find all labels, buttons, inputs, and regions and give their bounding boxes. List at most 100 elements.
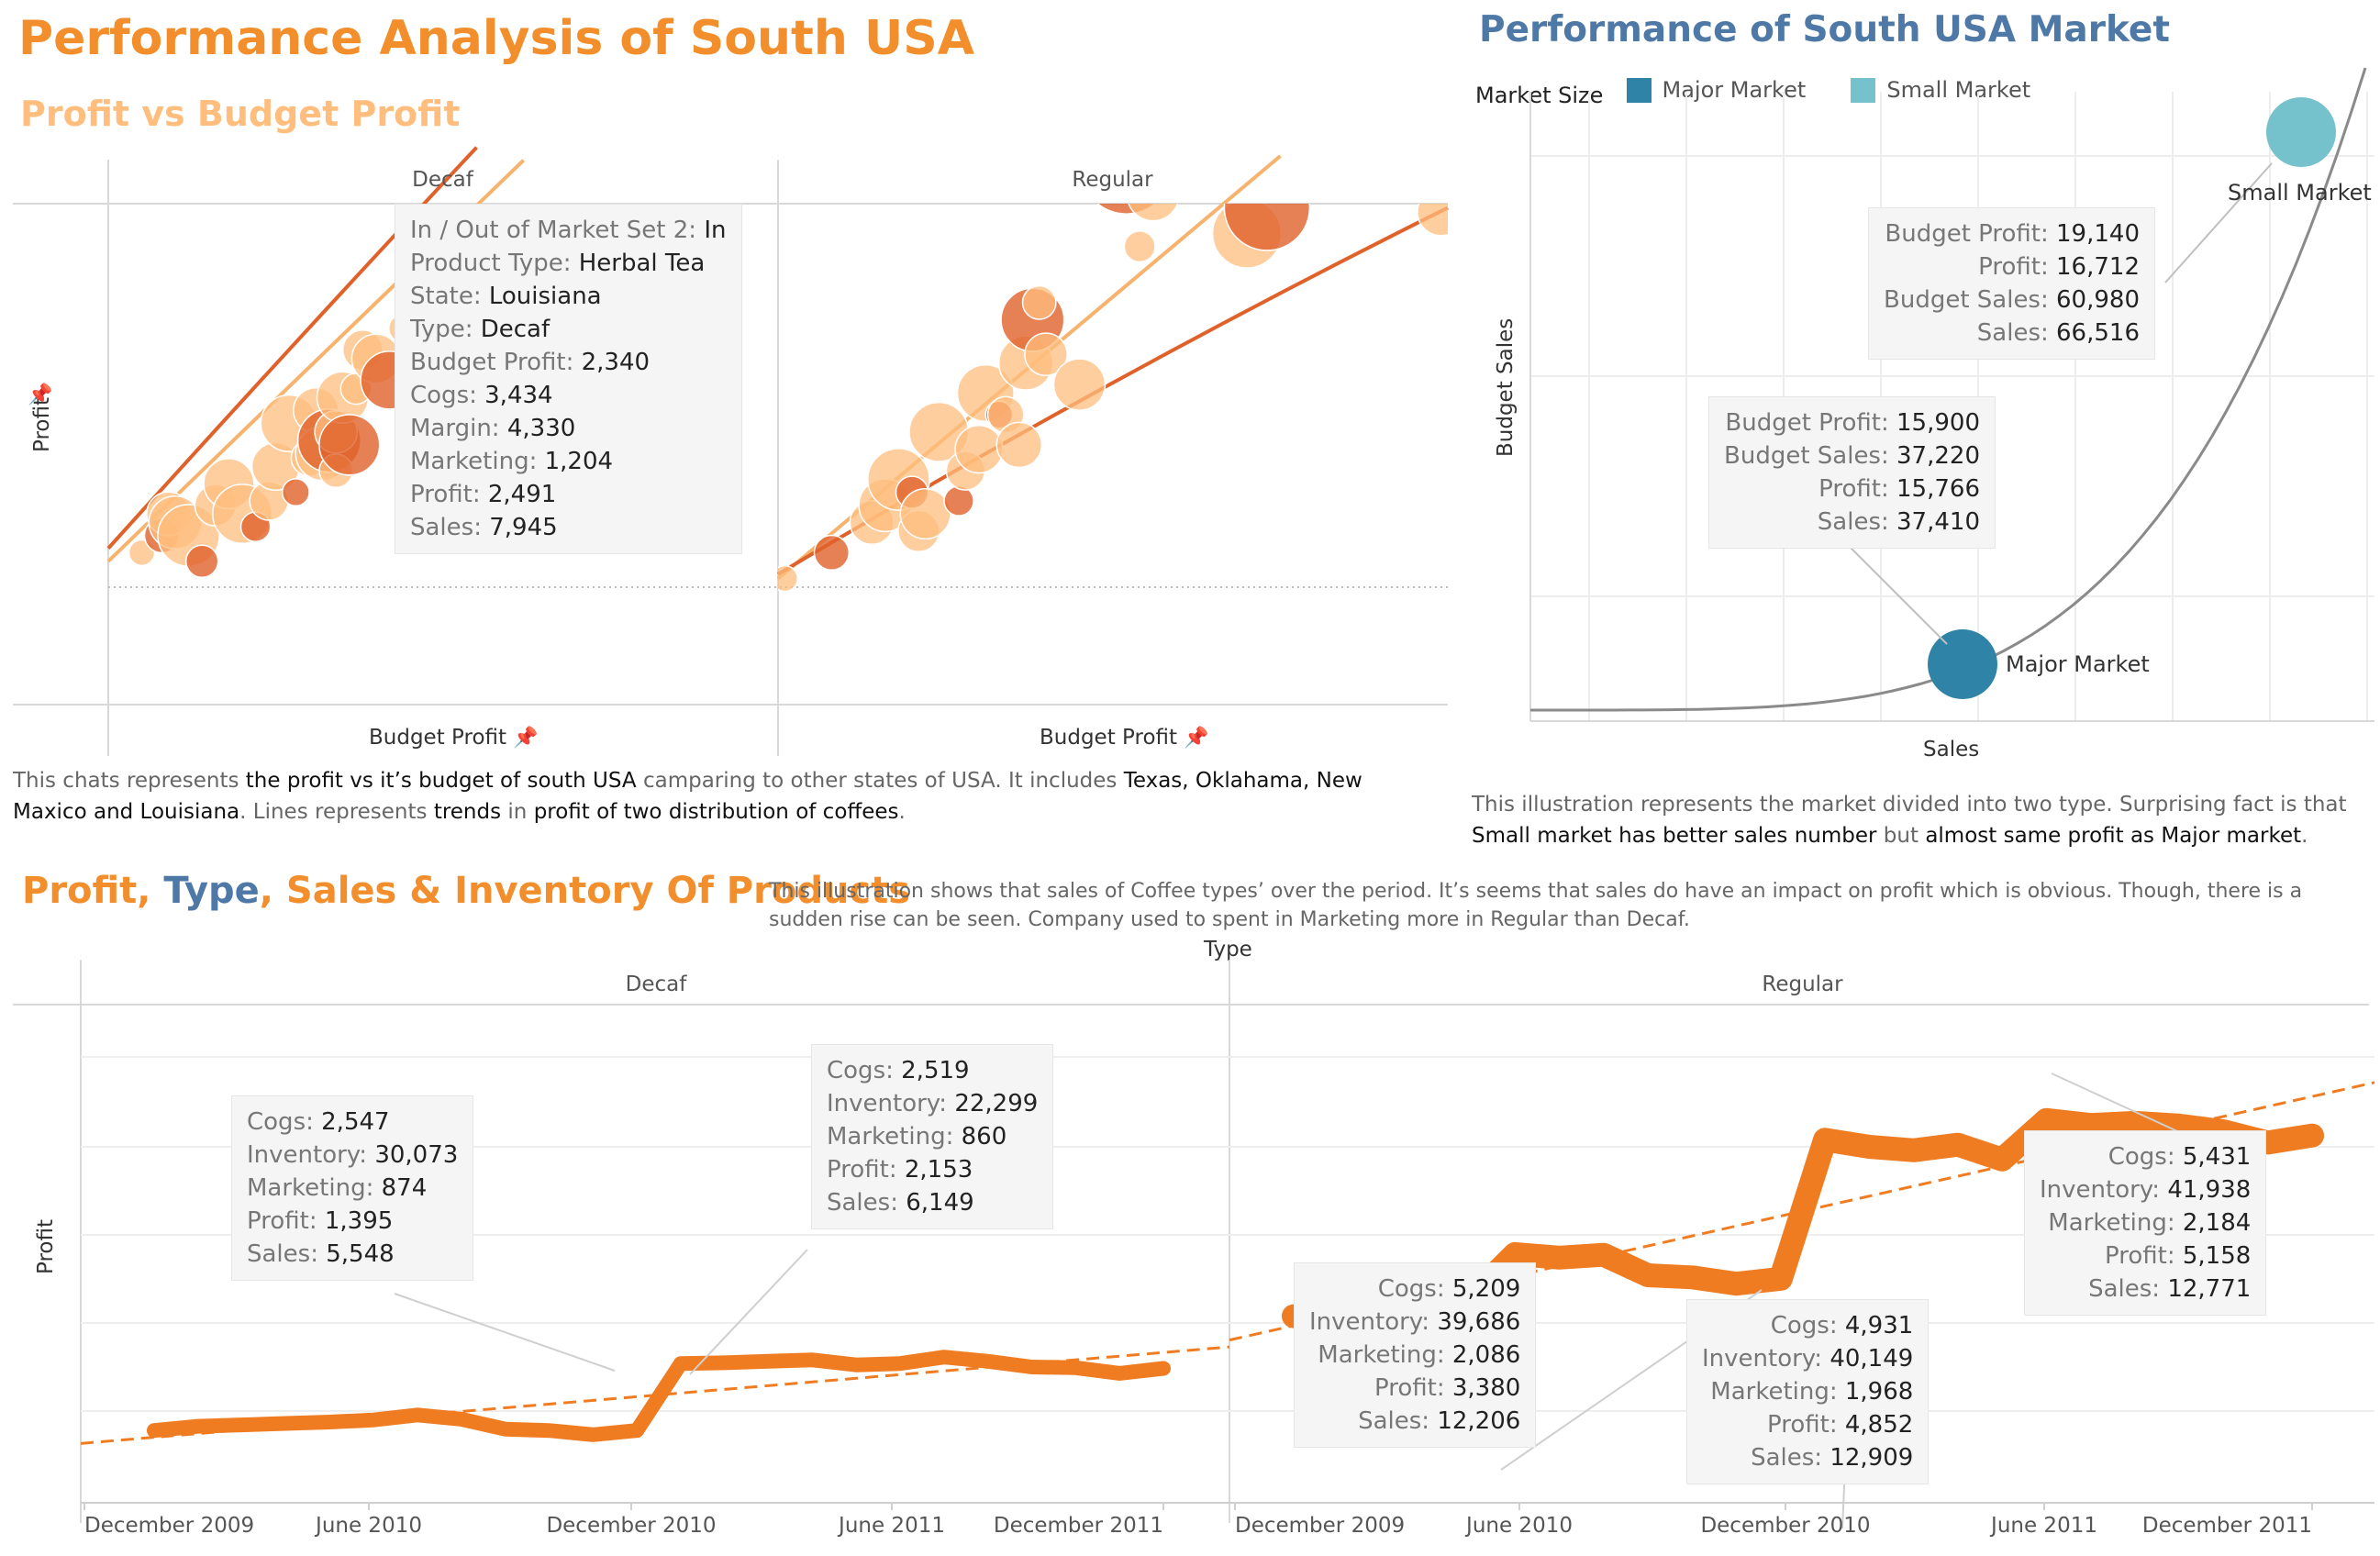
trend-line-dark bbox=[106, 146, 478, 550]
scatter-description: This chats represents the profit vs it’s… bbox=[13, 765, 1426, 828]
tooltip-value: 16,712 bbox=[2056, 253, 2140, 281]
line-tooltip-regular-1: Cogs: 5,209 Inventory: 39,686 Marketing: 2… bbox=[1294, 1262, 1537, 1448]
tooltip-row: Marketing: 1,204 bbox=[410, 445, 727, 478]
tooltip-value: 5,158 bbox=[2182, 1242, 2252, 1270]
tooltip-value: 2,519 bbox=[901, 1057, 970, 1084]
type-header: Type bbox=[1204, 938, 1252, 961]
series-decaf bbox=[128, 313, 419, 579]
title-fragment: Profit bbox=[22, 870, 138, 912]
tooltip-label: Marketing: bbox=[1710, 1378, 1838, 1406]
tooltip-row: Marketing: 874 bbox=[247, 1172, 458, 1205]
legend-item-small[interactable]: Small Market bbox=[1851, 77, 2030, 103]
tooltip-row: Product Type: Herbal Tea bbox=[410, 247, 727, 280]
x-tick-label: December 2010 bbox=[546, 1514, 716, 1538]
tooltip-row: In / Out of Market Set 2: In bbox=[410, 214, 727, 247]
tooltip-label: Sales: bbox=[410, 514, 482, 541]
scatter-panel-header-decaf: Decaf bbox=[412, 168, 473, 192]
tooltip-label: Marketing: bbox=[247, 1174, 374, 1202]
scatter-point bbox=[1223, 204, 1311, 251]
x-axis-title-text: Budget Profit bbox=[369, 726, 507, 750]
description-fragment: in bbox=[501, 800, 534, 824]
tooltip-row: Type: Decaf bbox=[410, 313, 727, 346]
tooltip-value: 4,931 bbox=[1844, 1312, 1914, 1339]
scatter-y-axis-title-wrap: Profit 📌 bbox=[24, 383, 61, 459]
market-point-major bbox=[1928, 629, 1997, 699]
x-tick-label: December 2010 bbox=[1700, 1514, 1870, 1538]
tooltip-row: Sales: 12,206 bbox=[1309, 1405, 1520, 1438]
tooltip-row: Profit: 2,153 bbox=[827, 1153, 1038, 1186]
tooltip-label: Inventory: bbox=[1702, 1345, 1823, 1373]
tooltip-label: Profit: bbox=[247, 1207, 317, 1235]
x-tick-label: June 2011 bbox=[1989, 1514, 2097, 1538]
pin-icon[interactable]: 📌 bbox=[1184, 727, 1209, 750]
tooltip-row: Budget Profit: 19,140 bbox=[1884, 217, 2140, 250]
line-panel-header-regular: Regular bbox=[1762, 972, 1843, 996]
pin-icon[interactable]: 📌 bbox=[513, 727, 539, 750]
description-fragment: Small market has better sales number bbox=[1472, 824, 1877, 848]
description-fragment: camparing to other states of USA. It inc… bbox=[636, 769, 1124, 793]
scatter-point bbox=[1024, 332, 1068, 377]
tooltip-value: 5,209 bbox=[1451, 1275, 1521, 1303]
tooltip-label: Sales: bbox=[1817, 508, 1889, 536]
tooltip-value: 60,980 bbox=[2056, 286, 2140, 314]
description-fragment: trends bbox=[433, 800, 502, 824]
tooltip-label: Budget Profit: bbox=[410, 349, 574, 376]
x-axis-title-text: Budget Profit bbox=[1040, 726, 1178, 750]
tooltip-label: Sales: bbox=[1976, 319, 2049, 347]
tooltip-label: Budget Sales: bbox=[1884, 286, 2049, 314]
profit-vs-budget-scatter[interactable] bbox=[0, 146, 1459, 771]
legend-label-small: Small Market bbox=[1886, 77, 2031, 103]
tooltip-value: 2,491 bbox=[487, 481, 557, 508]
title-fragment: , bbox=[137, 870, 164, 912]
tooltip-value: 4,852 bbox=[1844, 1411, 1914, 1439]
tooltip-row: Marketing: 860 bbox=[827, 1120, 1038, 1153]
tooltip-value: 12,771 bbox=[2167, 1275, 2252, 1303]
tooltip-label: Product Type: bbox=[410, 250, 572, 277]
scatter-tooltip: In / Out of Market Set 2: In Product Type… bbox=[395, 204, 742, 554]
tooltip-label: Marketing: bbox=[2048, 1209, 2175, 1237]
tooltip-value: 37,220 bbox=[1896, 442, 1980, 470]
pin-icon[interactable]: 📌 bbox=[28, 383, 53, 406]
scatter-point bbox=[318, 414, 381, 476]
description-fragment: . Lines represents bbox=[239, 800, 434, 824]
description-fragment: This illustration represents the market … bbox=[1472, 793, 2347, 817]
legend-swatch-major bbox=[1626, 77, 1652, 103]
tooltip-label: Inventory: bbox=[247, 1141, 368, 1169]
tooltip-row: State: Louisiana bbox=[410, 280, 727, 313]
tooltip-value: 22,299 bbox=[954, 1090, 1039, 1117]
tooltip-label: Marketing: bbox=[1318, 1341, 1445, 1369]
scatter-point bbox=[1021, 284, 1057, 320]
tooltip-value: 860 bbox=[961, 1123, 1007, 1150]
scatter-point bbox=[899, 488, 951, 540]
tooltip-label: Cogs: bbox=[247, 1108, 314, 1136]
tooltip-row: Cogs: 2,547 bbox=[247, 1106, 458, 1139]
tooltip-label: Cogs: bbox=[1377, 1275, 1445, 1303]
x-tick-label: December 2009 bbox=[84, 1514, 254, 1538]
tooltip-value: 15,900 bbox=[1896, 409, 1980, 437]
tooltip-row: Margin: 4,330 bbox=[410, 412, 727, 445]
tooltip-label: Type: bbox=[410, 316, 473, 343]
legend-item-major[interactable]: Major Market bbox=[1626, 77, 1806, 103]
tooltip-row: Inventory: 41,938 bbox=[2040, 1173, 2251, 1206]
scatter-point bbox=[1128, 204, 1179, 222]
tooltip-value: 1,395 bbox=[324, 1207, 394, 1235]
market-tooltip-small: Budget Profit: 19,140 Profit: 16,712 Budge… bbox=[1868, 207, 2155, 360]
tooltip-row: Sales: 7,945 bbox=[410, 511, 727, 544]
point-label-major: Major Market bbox=[2006, 651, 2150, 677]
x-tick-label: December 2011 bbox=[994, 1514, 1163, 1538]
tooltip-label: Profit: bbox=[1978, 253, 2049, 281]
market-tooltip-major: Budget Profit: 15,900 Budget Sales: 37,22… bbox=[1708, 396, 1996, 549]
tooltip-row: Budget Profit: 2,340 bbox=[410, 346, 727, 379]
tooltip-label: Profit: bbox=[827, 1156, 897, 1184]
tooltip-connector bbox=[689, 1249, 808, 1375]
tooltip-connector bbox=[394, 1293, 616, 1372]
scatter-point bbox=[1417, 204, 1448, 237]
tooltip-value: 2,153 bbox=[904, 1156, 973, 1184]
description-fragment: but bbox=[1876, 824, 1926, 848]
tooltip-row: Inventory: 22,299 bbox=[827, 1087, 1038, 1120]
scatter-point bbox=[813, 534, 851, 572]
tooltip-row: Profit: 5,158 bbox=[2040, 1239, 2251, 1273]
tooltip-value: 37,410 bbox=[1896, 508, 1980, 536]
x-tick-label: June 2011 bbox=[837, 1514, 945, 1538]
scatter-point bbox=[1123, 230, 1156, 263]
